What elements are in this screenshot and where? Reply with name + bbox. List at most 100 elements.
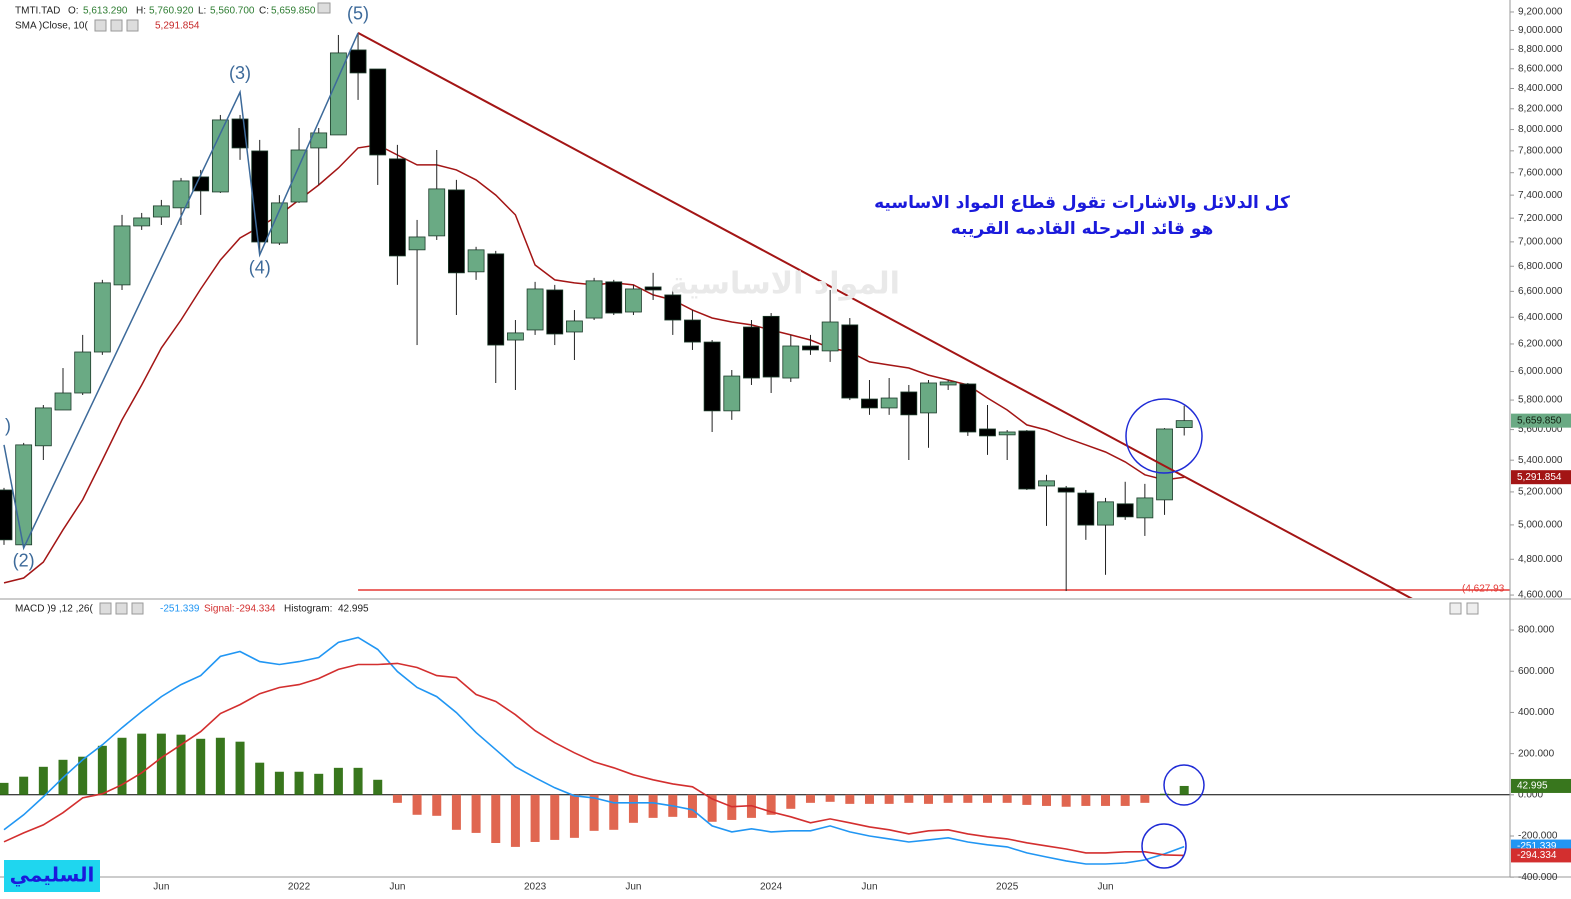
histogram-bar xyxy=(687,794,697,818)
candle-body xyxy=(93,282,111,353)
indicator-name: SMA )Close, 10( xyxy=(15,21,88,32)
wave-label: (3) xyxy=(229,63,251,83)
candle-body xyxy=(1018,430,1036,490)
y-tick-label: 7,600.000 xyxy=(1518,167,1563,178)
histogram-bar xyxy=(589,794,599,831)
y-tick-label: 5,400.000 xyxy=(1518,455,1563,466)
y-tick-label: -200.000 xyxy=(1518,831,1558,842)
indicator-value: 42.995 xyxy=(338,604,369,615)
price-tag-label: 5,659.850 xyxy=(1517,415,1562,426)
histogram-bar xyxy=(412,794,422,815)
histogram-bar xyxy=(235,741,245,795)
annotation: هو قائد المرحله القادمه القريبه xyxy=(951,219,1214,239)
candle-body xyxy=(369,68,387,156)
legend-button[interactable] xyxy=(110,19,123,32)
histogram-bar xyxy=(825,794,835,802)
candle-body xyxy=(0,489,13,541)
legend-key: C: xyxy=(259,6,269,17)
y-tick-label: 5,200.000 xyxy=(1518,487,1563,498)
wave-line xyxy=(3,32,359,551)
wave-label: (2) xyxy=(13,551,35,571)
annotation: كل الدلائل والاشارات تقول قطاع المواد ال… xyxy=(874,193,1290,213)
histogram-bar xyxy=(19,776,29,795)
candle-body xyxy=(782,345,800,379)
legend-button[interactable] xyxy=(115,602,128,615)
indicator-value: -251.339 xyxy=(160,604,200,615)
pane-button[interactable] xyxy=(1466,602,1479,615)
histogram-bar xyxy=(1002,794,1012,803)
highlight-circle xyxy=(1125,398,1203,474)
histogram-bar xyxy=(274,771,284,795)
y-tick-label: 8,400.000 xyxy=(1518,83,1563,94)
candle-body xyxy=(74,351,92,394)
histogram-bar xyxy=(196,738,206,795)
y-tick-label: 5,800.000 xyxy=(1518,395,1563,406)
histogram-bar xyxy=(137,733,147,795)
candle-body xyxy=(723,375,741,412)
histogram-bar xyxy=(97,745,107,795)
histogram-bar xyxy=(373,779,383,795)
histogram-bar xyxy=(550,794,560,840)
y-tick-label: 4,600.000 xyxy=(1518,590,1563,601)
legend-button[interactable] xyxy=(131,602,144,615)
y-tick-label: 7,400.000 xyxy=(1518,190,1563,201)
histogram-bar xyxy=(451,794,461,830)
candle-body xyxy=(152,205,170,218)
histogram-bar xyxy=(333,767,343,795)
x-tick-label: Jun xyxy=(861,882,877,893)
candle-body xyxy=(54,392,72,411)
signature: السليمي xyxy=(10,863,95,888)
histogram-bar xyxy=(904,794,914,803)
price-tag-label: -294.334 xyxy=(1517,850,1557,861)
pane-button[interactable] xyxy=(1449,602,1462,615)
histogram-bar xyxy=(1179,785,1189,795)
candle-body xyxy=(841,324,859,399)
histogram-bar xyxy=(117,737,127,795)
histogram-bar xyxy=(983,794,992,803)
candle-body xyxy=(349,49,367,74)
candle-body xyxy=(880,397,898,409)
watermark: المواد الاساسية xyxy=(670,267,900,302)
histogram-bar xyxy=(1022,794,1032,805)
price-tag xyxy=(1511,848,1571,863)
candle-body xyxy=(861,398,878,409)
legend-button[interactable] xyxy=(99,602,112,615)
histogram-bar xyxy=(569,794,579,838)
candle-body xyxy=(920,382,937,414)
histogram-bar xyxy=(845,794,855,804)
y-tick-label: 0.000 xyxy=(1518,789,1543,800)
histogram-bar xyxy=(38,766,48,795)
macd-line xyxy=(3,662,1185,857)
macd-pane xyxy=(0,636,1510,865)
legend-button[interactable] xyxy=(94,19,107,32)
candle-body xyxy=(1116,503,1134,518)
candle-body xyxy=(585,280,603,319)
histogram-bar xyxy=(1081,794,1091,806)
y-tick-label: 8,200.000 xyxy=(1518,103,1563,114)
histogram-bar xyxy=(1160,793,1170,795)
price-tag xyxy=(1511,413,1571,428)
legend-button[interactable] xyxy=(126,19,139,32)
legend-value: 5,560.700 xyxy=(210,6,255,17)
candle-body xyxy=(34,407,52,447)
indicator-value: 5,291.854 xyxy=(155,21,200,32)
candle-body xyxy=(1097,501,1114,526)
y-tick-label: 7,000.000 xyxy=(1518,237,1563,248)
y-tick-label: 6,000.000 xyxy=(1518,366,1563,377)
histogram-bar xyxy=(215,737,225,795)
histogram-bar xyxy=(314,773,324,795)
x-tick-label: 2024 xyxy=(760,882,783,893)
wave-label: (5) xyxy=(347,4,369,24)
candle-body xyxy=(605,281,623,314)
candle-body xyxy=(388,158,406,257)
histogram-bar xyxy=(176,734,186,795)
y-tick-label: 6,600.000 xyxy=(1518,286,1563,297)
legend-button[interactable] xyxy=(317,2,331,14)
candle-body xyxy=(1077,492,1095,526)
candle-body xyxy=(290,149,308,203)
candle-body xyxy=(133,217,151,227)
histogram-bar xyxy=(884,794,894,804)
candle-body xyxy=(821,321,839,352)
macd-line xyxy=(3,636,1185,865)
